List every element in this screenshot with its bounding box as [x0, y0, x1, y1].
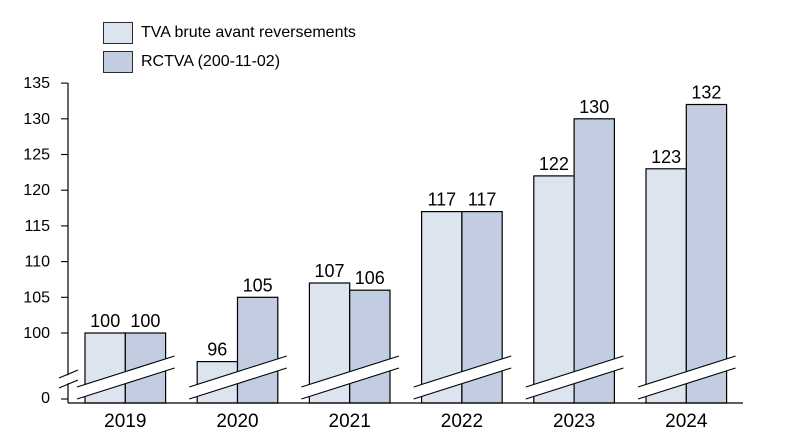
- bar-value-label-2024-series-0: 123: [651, 147, 681, 167]
- y-axis-tick-label: 125: [23, 147, 50, 164]
- bar-value-label-2020-series-1: 105: [243, 275, 273, 295]
- bar-value-label-2022-series-1: 117: [468, 190, 497, 210]
- legend-item-rctva: RCTVA (200-11-02): [103, 51, 356, 73]
- bar-value-label-2021-series-1: 106: [355, 268, 385, 288]
- bar-value-label-2019-series-0: 100: [90, 311, 120, 331]
- bar-break-line-upper: [413, 355, 512, 388]
- y-axis-break-band: [60, 371, 77, 387]
- bar-break-band: [77, 356, 175, 399]
- y-axis-break-line-lower: [58, 379, 79, 389]
- bar-2024-series-1: [685, 103, 728, 404]
- y-axis-tick-label: 110: [24, 254, 50, 271]
- bar-break-band: [301, 356, 399, 399]
- y-axis-tick-label: 100: [23, 325, 50, 342]
- bar-break-line-lower: [413, 367, 512, 400]
- y-axis-tick-label: 130: [23, 111, 50, 128]
- bar-2023-series-0: [533, 175, 575, 404]
- y-axis-break-line-upper: [58, 369, 79, 379]
- y-axis-tick-label: 105: [23, 289, 50, 306]
- bar-break-line-lower: [525, 367, 624, 400]
- x-axis-label-2023: 2023: [553, 411, 595, 432]
- bar-value-label-2021-series-0: 107: [314, 261, 344, 281]
- bar-break-band: [189, 356, 287, 399]
- bar-break-band: [413, 356, 512, 399]
- bar-break-line-upper: [525, 355, 624, 388]
- x-axis-label-2022: 2022: [441, 411, 483, 432]
- bar-2023-series-1: [573, 118, 615, 404]
- bar-break-line-upper: [301, 355, 400, 388]
- bar-value-label-2023-series-0: 122: [539, 154, 569, 174]
- y-axis-tick-label: 115: [24, 218, 50, 235]
- legend-item-tva-brute: TVA brute avant reversements: [103, 22, 356, 44]
- bar-value-label-2024-series-1: 132: [691, 83, 721, 103]
- bar-break-band: [638, 356, 736, 399]
- x-axis-label-2021: 2021: [329, 411, 371, 432]
- bar-value-label-2019-series-1: 100: [130, 311, 160, 331]
- bar-2024-series-0: [645, 168, 687, 404]
- legend-swatch-tva-brute: [103, 22, 133, 44]
- bar-break-line-lower: [189, 367, 287, 400]
- legend-swatch-rctva: [103, 51, 133, 73]
- bar-break-line-upper: [76, 355, 175, 388]
- bar-2020-series-1: [236, 296, 279, 404]
- legend-label-tva-brute: TVA brute avant reversements: [141, 24, 356, 41]
- legend: TVA brute avant reversements RCTVA (200-…: [103, 22, 356, 73]
- bar-value-label-2023-series-1: 130: [579, 97, 609, 117]
- bar-value-label-2020-series-0: 96: [207, 340, 227, 360]
- bar-break-line-lower: [637, 367, 736, 400]
- bar-break-band: [525, 356, 624, 399]
- bar-break-line-upper: [189, 355, 287, 388]
- y-axis-tick-label: 120: [23, 182, 50, 199]
- x-axis-label-2019: 2019: [104, 411, 146, 432]
- x-axis-label-2020: 2020: [216, 411, 258, 432]
- bar-2022-series-0: [421, 211, 463, 404]
- bar-2021-series-1: [349, 289, 391, 404]
- bar-break-line-upper: [637, 355, 736, 388]
- y-axis-zero-label: 0: [41, 390, 50, 407]
- bar-value-label-2022-series-0: 117: [427, 190, 456, 210]
- bar-break-line-lower: [76, 367, 175, 400]
- x-axis-label-2024: 2024: [665, 411, 708, 432]
- y-axis-tick-label: 135: [23, 75, 50, 92]
- bar-break-line-lower: [301, 367, 400, 400]
- legend-label-rctva: RCTVA (200-11-02): [141, 53, 281, 70]
